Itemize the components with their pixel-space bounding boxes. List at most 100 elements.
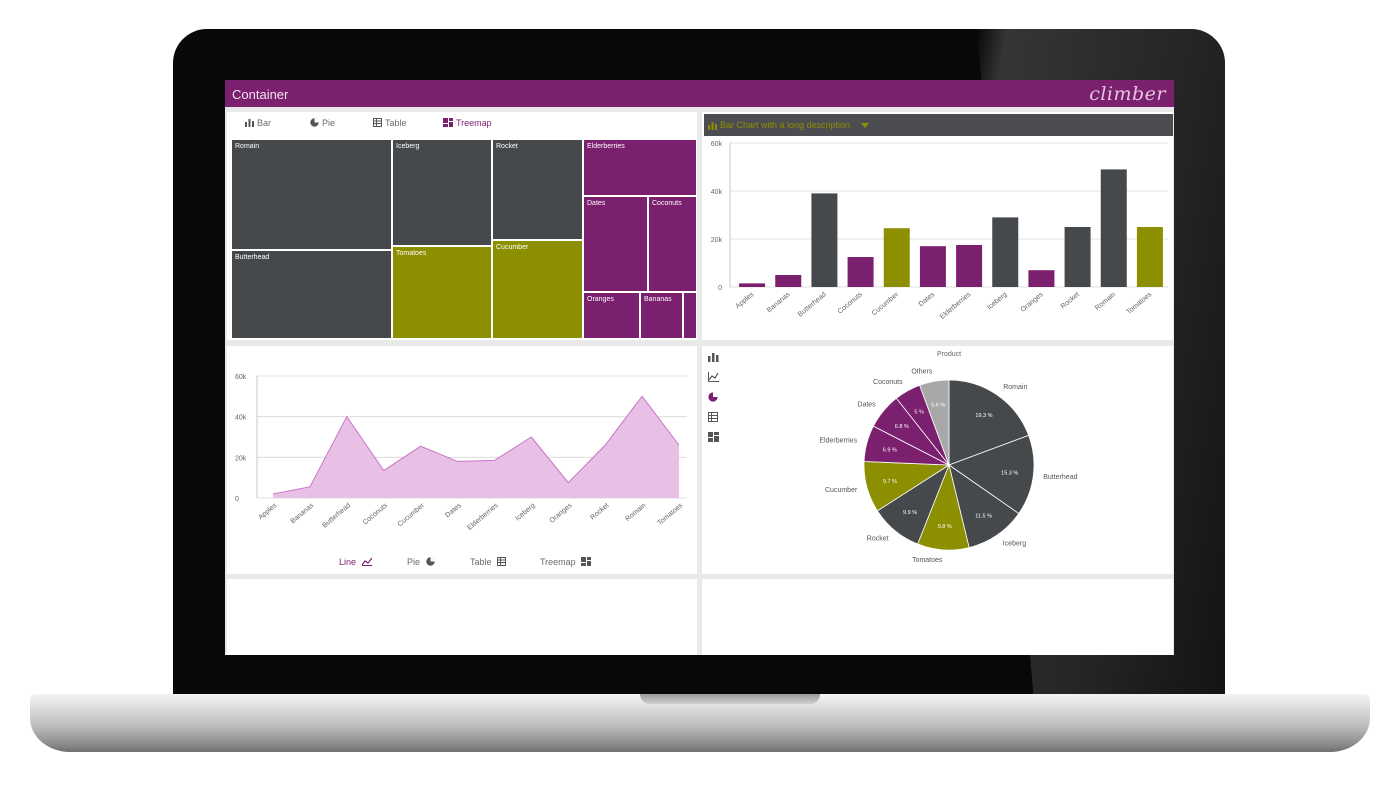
pie-chart-icon (425, 557, 435, 566)
treemap-cell-romain[interactable]: Romain (231, 139, 392, 250)
treemap-label: Coconuts (652, 200, 682, 207)
pie-chart-icon[interactable] (708, 392, 719, 402)
x-tick-label: Iceberg (514, 502, 536, 522)
pie-value-label: 6.9 % (883, 447, 897, 453)
tab-bar-label: Bar (257, 118, 272, 128)
x-tick-label: Romain (624, 502, 647, 523)
x-tick-label: Bananas (290, 502, 316, 525)
area-fill (273, 396, 679, 498)
bar (992, 217, 1019, 287)
area-line (272, 395, 680, 495)
line-chart-panel: 60k 40k 20k 0 Apples Bananas Butterhead Coconut… (227, 346, 697, 574)
tab-pie[interactable]: Pie (407, 557, 438, 567)
treemap-cell-apples[interactable] (683, 292, 697, 339)
tab-treemap[interactable]: Treemap (443, 118, 492, 128)
tab-bar[interactable]: Bar (245, 118, 271, 128)
pie-slice (948, 379, 1030, 466)
pie-category-label: Cucumber (825, 487, 858, 494)
bar-chart-header[interactable]: Bar Chart with a long description (704, 114, 1173, 136)
treemap-cell-bananas[interactable]: Bananas (640, 292, 683, 339)
x-tick-label: Cucumber (397, 502, 427, 529)
tab-treemap[interactable]: Treemap (540, 557, 594, 567)
treemap-cell-tomatoes[interactable]: Tomatoes (392, 246, 492, 339)
pie-value-label: 5.6 % (931, 403, 945, 409)
bar (1028, 270, 1055, 287)
treemap-cell-cucumber[interactable]: Cucumber (492, 240, 583, 339)
pie-category-label: Romain (1003, 384, 1027, 391)
x-tick-label: Tomatoes (1125, 291, 1153, 316)
x-tick-label: Tomatoes (657, 502, 685, 527)
empty-panel-left (227, 579, 697, 655)
treemap-cell-butterhead[interactable]: Butterhead (231, 250, 392, 339)
treemap-icon[interactable] (708, 432, 719, 442)
pie-category-label: Tomatoes (912, 557, 943, 564)
bar (1100, 169, 1127, 287)
treemap-cell-dates[interactable]: Dates (583, 196, 648, 292)
tab-table[interactable]: Table (373, 118, 407, 128)
x-tick-label: Coconuts (837, 291, 865, 316)
x-tick-label: Butterhead (321, 502, 352, 529)
tab-table[interactable]: Table (470, 557, 509, 567)
x-tick-label: Oranges (548, 502, 573, 525)
tab-treemap-label: Treemap (540, 557, 576, 567)
line-chart-icon[interactable] (708, 372, 719, 382)
pie-chart-panel: Product 19.3 % Romain 15.3 % Butterhead 11.5 … (702, 346, 1173, 574)
app-screen: Container climber Bar Pie Table Treemap … (225, 80, 1174, 655)
bar-chart: 60k 40k 20k 0 Apples Bananas Butterhead Coconut… (711, 141, 1168, 321)
tab-pie[interactable]: Pie (310, 118, 335, 128)
x-tick-label: Butterhead (797, 291, 828, 318)
bar (919, 246, 946, 287)
pie-category-label: Rocket (867, 535, 889, 542)
pie-value-label: 5 % (914, 410, 924, 416)
table-icon[interactable] (708, 412, 719, 422)
pie-category-label: Others (911, 368, 933, 375)
y-tick-label: 0 (718, 285, 722, 292)
y-tick-label: 40k (235, 415, 247, 422)
pie-value-label: 9.9 % (903, 510, 917, 516)
pie-category-label: Dates (857, 402, 876, 409)
bar (956, 245, 983, 287)
brand-logo: climber (1089, 83, 1166, 105)
area-chart: 60k 40k 20k 0 Apples Bananas Butterhead Coconut… (235, 374, 687, 532)
treemap-cell-iceberg[interactable]: Iceberg (392, 139, 492, 246)
pie-value-label: 6.8 % (895, 424, 909, 430)
bar (739, 283, 766, 287)
y-tick-label: 40k (711, 189, 723, 196)
x-tick-label: Apples (257, 502, 278, 521)
treemap-cell-coconuts[interactable]: Coconuts (648, 196, 697, 292)
app-title: Container (232, 87, 289, 102)
treemap-label: Elderberries (587, 143, 625, 150)
pie-category-label: Butterhead (1043, 474, 1077, 481)
y-tick-label: 60k (235, 374, 247, 381)
treemap-label: Butterhead (235, 254, 270, 261)
dropdown-arrow-icon[interactable] (861, 123, 869, 129)
pie-chart-icon (310, 118, 319, 127)
pie-slice (948, 434, 1035, 515)
treemap-icon (443, 118, 453, 127)
bar-chart-icon[interactable] (708, 352, 719, 362)
y-tick-label: 60k (711, 141, 723, 148)
treemap-icon (581, 557, 592, 566)
x-tick-label: Apples (734, 291, 755, 310)
bar (1136, 227, 1163, 287)
pie-title: Product (937, 351, 961, 358)
pie-slice (948, 464, 1020, 549)
laptop-notch (640, 694, 820, 704)
bar (883, 228, 910, 287)
pie-value-label: 11.5 % (975, 513, 992, 519)
pie-value-label: 15.3 % (1001, 471, 1018, 477)
treemap-cell-oranges[interactable]: Oranges (583, 292, 640, 339)
treemap-label: Rocket (496, 143, 518, 150)
x-tick-label: Cucumber (871, 291, 901, 318)
tab-line[interactable]: Line (339, 557, 375, 567)
treemap-label: Iceberg (396, 143, 420, 150)
tab-line-label: Line (339, 557, 357, 567)
x-tick-label: Rocket (589, 502, 610, 521)
table-icon (373, 118, 382, 127)
x-tick-label: Dates (444, 502, 463, 519)
y-tick-label: 20k (235, 455, 247, 462)
treemap-cell-rocket[interactable]: Rocket (492, 139, 583, 240)
treemap-cell-elderberries[interactable]: Elderberries (583, 139, 697, 196)
treemap-panel: Bar Pie Table Treemap Romain Butterhead … (227, 112, 697, 340)
bar (847, 257, 874, 287)
